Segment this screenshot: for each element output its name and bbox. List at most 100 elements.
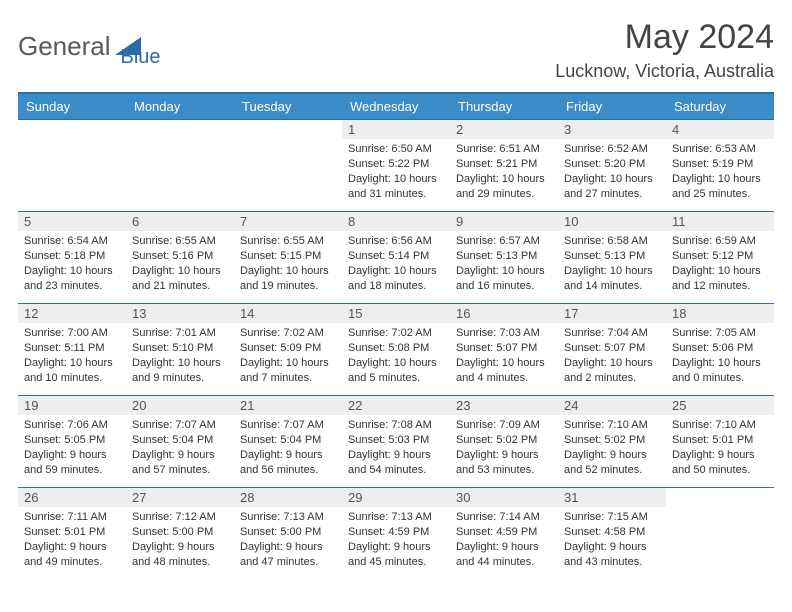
day-details: Sunrise: 7:05 AMSunset: 5:06 PMDaylight:… [666, 323, 774, 389]
location: Lucknow, Victoria, Australia [555, 61, 774, 82]
day-number: 22 [342, 396, 450, 415]
calendar-day-cell: 19Sunrise: 7:06 AMSunset: 5:05 PMDayligh… [18, 396, 126, 488]
weekday-header: Saturday [666, 93, 774, 120]
calendar-week-row: 12Sunrise: 7:00 AMSunset: 5:11 PMDayligh… [18, 304, 774, 396]
day-number: 6 [126, 212, 234, 231]
day-details: Sunrise: 7:00 AMSunset: 5:11 PMDaylight:… [18, 323, 126, 389]
calendar-day-cell: 20Sunrise: 7:07 AMSunset: 5:04 PMDayligh… [126, 396, 234, 488]
calendar-day-cell: 10Sunrise: 6:58 AMSunset: 5:13 PMDayligh… [558, 212, 666, 304]
day-details: Sunrise: 7:15 AMSunset: 4:58 PMDaylight:… [558, 507, 666, 573]
calendar-day-cell: 11Sunrise: 6:59 AMSunset: 5:12 PMDayligh… [666, 212, 774, 304]
day-details: Sunrise: 7:12 AMSunset: 5:00 PMDaylight:… [126, 507, 234, 573]
month-title: May 2024 [555, 18, 774, 57]
calendar-day-cell: 31Sunrise: 7:15 AMSunset: 4:58 PMDayligh… [558, 488, 666, 580]
day-details: Sunrise: 6:54 AMSunset: 5:18 PMDaylight:… [18, 231, 126, 297]
day-details: Sunrise: 7:13 AMSunset: 5:00 PMDaylight:… [234, 507, 342, 573]
day-details: Sunrise: 6:55 AMSunset: 5:16 PMDaylight:… [126, 231, 234, 297]
calendar-day-cell: 26Sunrise: 7:11 AMSunset: 5:01 PMDayligh… [18, 488, 126, 580]
day-details: Sunrise: 6:51 AMSunset: 5:21 PMDaylight:… [450, 139, 558, 205]
calendar-day-cell: 3Sunrise: 6:52 AMSunset: 5:20 PMDaylight… [558, 120, 666, 212]
day-details: Sunrise: 7:10 AMSunset: 5:01 PMDaylight:… [666, 415, 774, 481]
calendar-day-cell: 18Sunrise: 7:05 AMSunset: 5:06 PMDayligh… [666, 304, 774, 396]
day-number: 28 [234, 488, 342, 507]
weekday-header: Tuesday [234, 93, 342, 120]
day-number: 26 [18, 488, 126, 507]
day-number: 9 [450, 212, 558, 231]
calendar-day-cell: 5Sunrise: 6:54 AMSunset: 5:18 PMDaylight… [18, 212, 126, 304]
logo-text-general: General [18, 31, 111, 62]
calendar-week-row: 1Sunrise: 6:50 AMSunset: 5:22 PMDaylight… [18, 120, 774, 212]
logo: General Blue [18, 18, 161, 69]
calendar-empty-cell [126, 120, 234, 212]
calendar-week-row: 19Sunrise: 7:06 AMSunset: 5:05 PMDayligh… [18, 396, 774, 488]
day-details: Sunrise: 7:06 AMSunset: 5:05 PMDaylight:… [18, 415, 126, 481]
calendar-day-cell: 27Sunrise: 7:12 AMSunset: 5:00 PMDayligh… [126, 488, 234, 580]
day-number: 10 [558, 212, 666, 231]
weekday-header: Monday [126, 93, 234, 120]
day-details: Sunrise: 7:13 AMSunset: 4:59 PMDaylight:… [342, 507, 450, 573]
day-number: 18 [666, 304, 774, 323]
day-number: 8 [342, 212, 450, 231]
day-number: 2 [450, 120, 558, 139]
day-number: 21 [234, 396, 342, 415]
header: General Blue May 2024 Lucknow, Victoria,… [18, 18, 774, 82]
day-number: 19 [18, 396, 126, 415]
day-details: Sunrise: 7:02 AMSunset: 5:09 PMDaylight:… [234, 323, 342, 389]
title-block: May 2024 Lucknow, Victoria, Australia [555, 18, 774, 82]
day-number: 5 [18, 212, 126, 231]
day-number: 17 [558, 304, 666, 323]
day-details: Sunrise: 7:14 AMSunset: 4:59 PMDaylight:… [450, 507, 558, 573]
calendar-day-cell: 24Sunrise: 7:10 AMSunset: 5:02 PMDayligh… [558, 396, 666, 488]
day-number: 20 [126, 396, 234, 415]
day-details: Sunrise: 6:55 AMSunset: 5:15 PMDaylight:… [234, 231, 342, 297]
calendar-week-row: 26Sunrise: 7:11 AMSunset: 5:01 PMDayligh… [18, 488, 774, 580]
day-details: Sunrise: 7:11 AMSunset: 5:01 PMDaylight:… [18, 507, 126, 573]
day-number: 3 [558, 120, 666, 139]
calendar-day-cell: 12Sunrise: 7:00 AMSunset: 5:11 PMDayligh… [18, 304, 126, 396]
calendar-day-cell: 2Sunrise: 6:51 AMSunset: 5:21 PMDaylight… [450, 120, 558, 212]
day-details: Sunrise: 7:01 AMSunset: 5:10 PMDaylight:… [126, 323, 234, 389]
calendar-day-cell: 7Sunrise: 6:55 AMSunset: 5:15 PMDaylight… [234, 212, 342, 304]
day-number: 29 [342, 488, 450, 507]
weekday-header: Friday [558, 93, 666, 120]
day-number: 31 [558, 488, 666, 507]
calendar-day-cell: 1Sunrise: 6:50 AMSunset: 5:22 PMDaylight… [342, 120, 450, 212]
day-number: 30 [450, 488, 558, 507]
day-number: 23 [450, 396, 558, 415]
day-number: 13 [126, 304, 234, 323]
day-details: Sunrise: 6:57 AMSunset: 5:13 PMDaylight:… [450, 231, 558, 297]
calendar-empty-cell [18, 120, 126, 212]
day-details: Sunrise: 7:09 AMSunset: 5:02 PMDaylight:… [450, 415, 558, 481]
weekday-header: Sunday [18, 93, 126, 120]
calendar-day-cell: 4Sunrise: 6:53 AMSunset: 5:19 PMDaylight… [666, 120, 774, 212]
day-details: Sunrise: 7:07 AMSunset: 5:04 PMDaylight:… [126, 415, 234, 481]
calendar-day-cell: 28Sunrise: 7:13 AMSunset: 5:00 PMDayligh… [234, 488, 342, 580]
calendar-day-cell: 23Sunrise: 7:09 AMSunset: 5:02 PMDayligh… [450, 396, 558, 488]
calendar-empty-cell [666, 488, 774, 580]
day-details: Sunrise: 6:53 AMSunset: 5:19 PMDaylight:… [666, 139, 774, 205]
calendar-day-cell: 15Sunrise: 7:02 AMSunset: 5:08 PMDayligh… [342, 304, 450, 396]
day-number: 12 [18, 304, 126, 323]
day-number: 16 [450, 304, 558, 323]
day-number: 24 [558, 396, 666, 415]
day-number: 25 [666, 396, 774, 415]
weekday-header: Wednesday [342, 93, 450, 120]
calendar-day-cell: 13Sunrise: 7:01 AMSunset: 5:10 PMDayligh… [126, 304, 234, 396]
day-number: 27 [126, 488, 234, 507]
calendar-day-cell: 22Sunrise: 7:08 AMSunset: 5:03 PMDayligh… [342, 396, 450, 488]
calendar-empty-cell [234, 120, 342, 212]
day-number: 11 [666, 212, 774, 231]
day-details: Sunrise: 6:52 AMSunset: 5:20 PMDaylight:… [558, 139, 666, 205]
day-number: 15 [342, 304, 450, 323]
day-number: 7 [234, 212, 342, 231]
calendar-day-cell: 6Sunrise: 6:55 AMSunset: 5:16 PMDaylight… [126, 212, 234, 304]
weekday-header-row: SundayMondayTuesdayWednesdayThursdayFrid… [18, 93, 774, 120]
day-number: 4 [666, 120, 774, 139]
calendar-day-cell: 17Sunrise: 7:04 AMSunset: 5:07 PMDayligh… [558, 304, 666, 396]
calendar-day-cell: 25Sunrise: 7:10 AMSunset: 5:01 PMDayligh… [666, 396, 774, 488]
day-number: 1 [342, 120, 450, 139]
day-number: 14 [234, 304, 342, 323]
day-details: Sunrise: 7:10 AMSunset: 5:02 PMDaylight:… [558, 415, 666, 481]
day-details: Sunrise: 7:04 AMSunset: 5:07 PMDaylight:… [558, 323, 666, 389]
calendar-day-cell: 21Sunrise: 7:07 AMSunset: 5:04 PMDayligh… [234, 396, 342, 488]
